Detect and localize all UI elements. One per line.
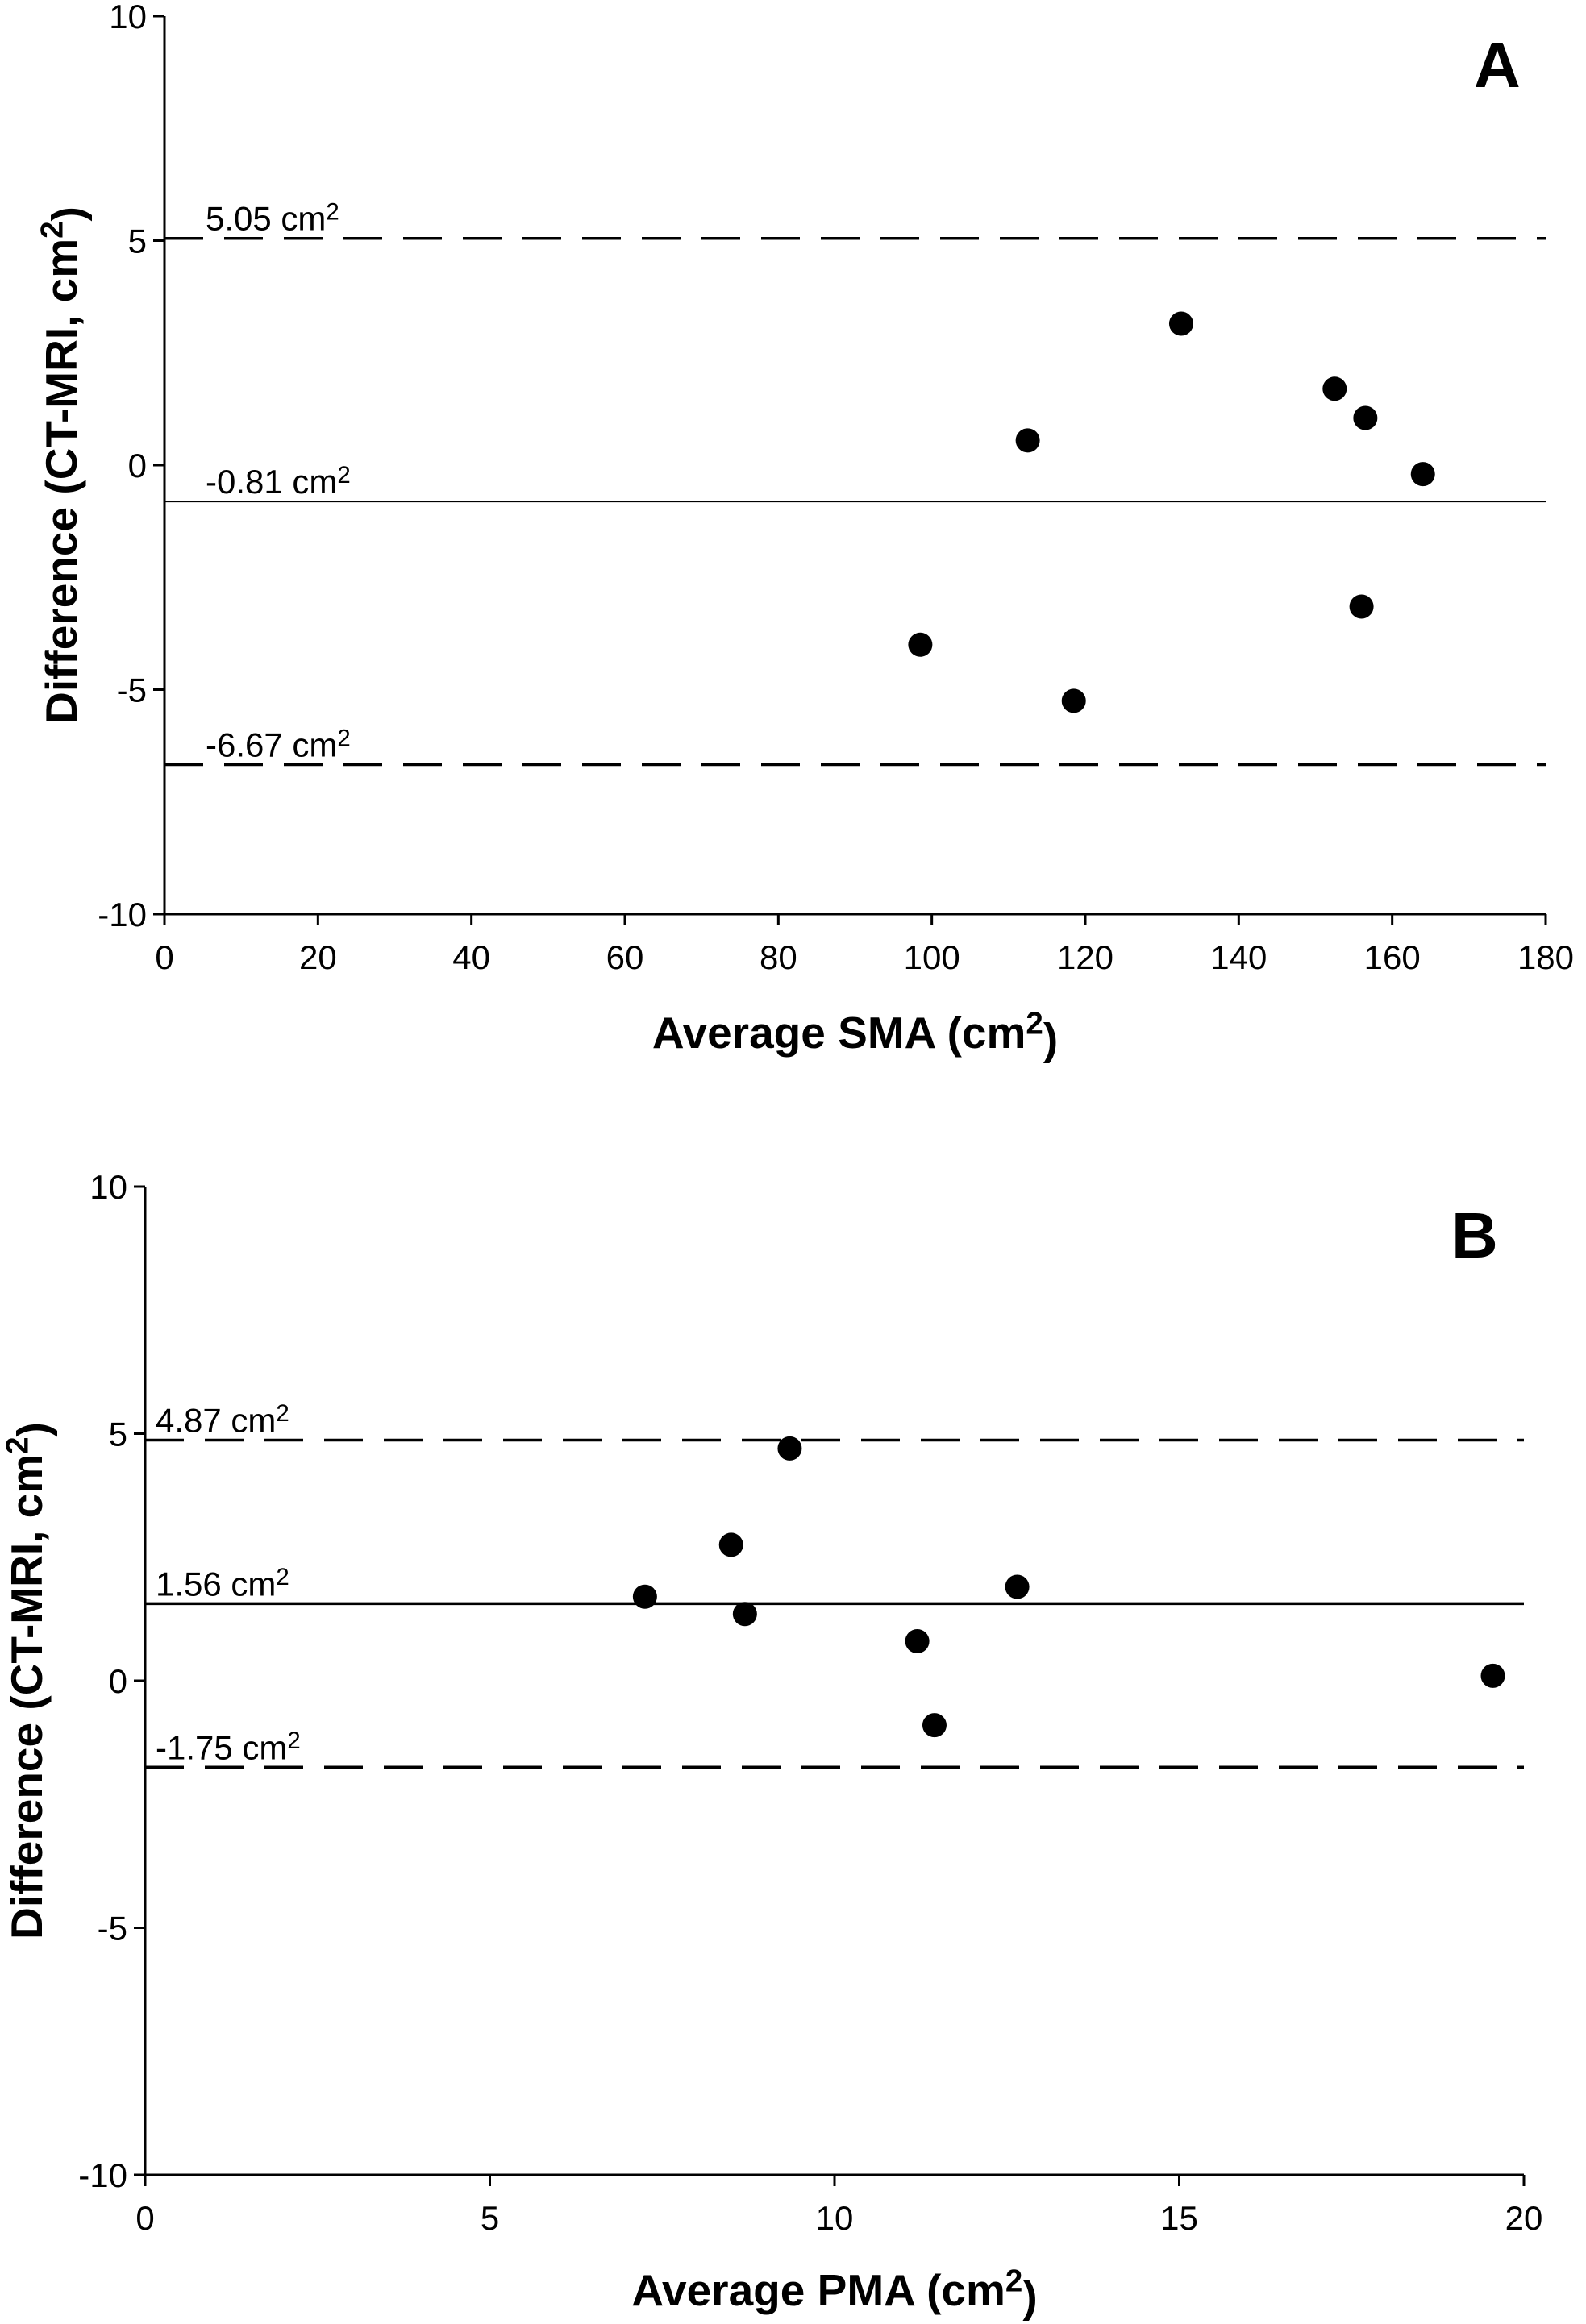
y-tick-label: 10	[89, 1168, 127, 1206]
x-tick-label: 140	[1210, 938, 1267, 976]
x-tick-label: 20	[299, 938, 337, 976]
y-tick-label: 0	[128, 447, 147, 484]
data-point	[905, 1628, 930, 1653]
x-tick-label: 160	[1364, 938, 1421, 976]
y-tick-label: 0	[109, 1662, 127, 1700]
panel-label: A	[1474, 29, 1521, 101]
reference-line-label: -6.67 cm2	[206, 725, 351, 763]
x-tick-label: 100	[904, 938, 960, 976]
data-point	[1410, 462, 1435, 487]
x-axis-title: Average SMA (cm2)	[652, 1007, 1058, 1064]
x-tick-label: 0	[135, 2199, 154, 2237]
data-point	[718, 1532, 743, 1557]
reference-line-label: 5.05 cm2	[206, 198, 339, 237]
panel-label: B	[1451, 1199, 1498, 1271]
data-point	[1168, 311, 1193, 336]
data-point	[1061, 688, 1086, 713]
x-tick-label: 40	[452, 938, 490, 976]
y-tick-label: -10	[78, 2156, 127, 2194]
data-point	[777, 1436, 802, 1461]
data-point	[1005, 1574, 1030, 1599]
data-point	[1322, 376, 1347, 401]
reference-line-label: 1.56 cm2	[156, 1564, 289, 1603]
x-tick-label: 120	[1057, 938, 1114, 976]
data-point	[1015, 428, 1040, 453]
x-tick-label: 60	[606, 938, 644, 976]
x-tick-label: 20	[1505, 2199, 1543, 2237]
data-point	[1480, 1663, 1505, 1688]
y-tick-label: -5	[117, 671, 147, 709]
x-tick-label: 180	[1517, 938, 1574, 976]
data-point	[732, 1602, 757, 1627]
y-tick-label: 10	[109, 0, 147, 35]
y-axis-title: Difference (CT-MRI, cm2)	[35, 206, 93, 724]
chart-panel-b: -10 -5 0 5 10 0 5 10 15 20 4.87 cm2 1.56 cm2 -1.75 c…	[1, 1168, 1543, 2321]
y-tick-label: 5	[109, 1416, 127, 1453]
reference-line-label: -0.81 cm2	[206, 462, 351, 501]
data-point	[632, 1584, 657, 1609]
y-tick-label: 5	[128, 222, 147, 260]
reference-line-label: 4.87 cm2	[156, 1400, 289, 1439]
x-axis-title: Average PMA (cm2)	[631, 2264, 1037, 2322]
data-point	[922, 1713, 947, 1738]
data-point	[1353, 405, 1378, 430]
data-point	[1349, 594, 1374, 619]
y-tick-label: -5	[98, 1910, 127, 1948]
x-tick-label: 80	[760, 938, 797, 976]
x-tick-label: 10	[816, 2199, 854, 2237]
x-tick-label: 0	[155, 938, 173, 976]
y-axis-title: Difference (CT-MRI, cm2)	[1, 1422, 58, 1939]
y-tick-label: -10	[98, 896, 147, 933]
data-point	[908, 632, 933, 657]
reference-line-label: -1.75 cm2	[156, 1727, 301, 1766]
x-tick-label: 5	[481, 2199, 499, 2237]
x-tick-label: 15	[1160, 2199, 1198, 2237]
